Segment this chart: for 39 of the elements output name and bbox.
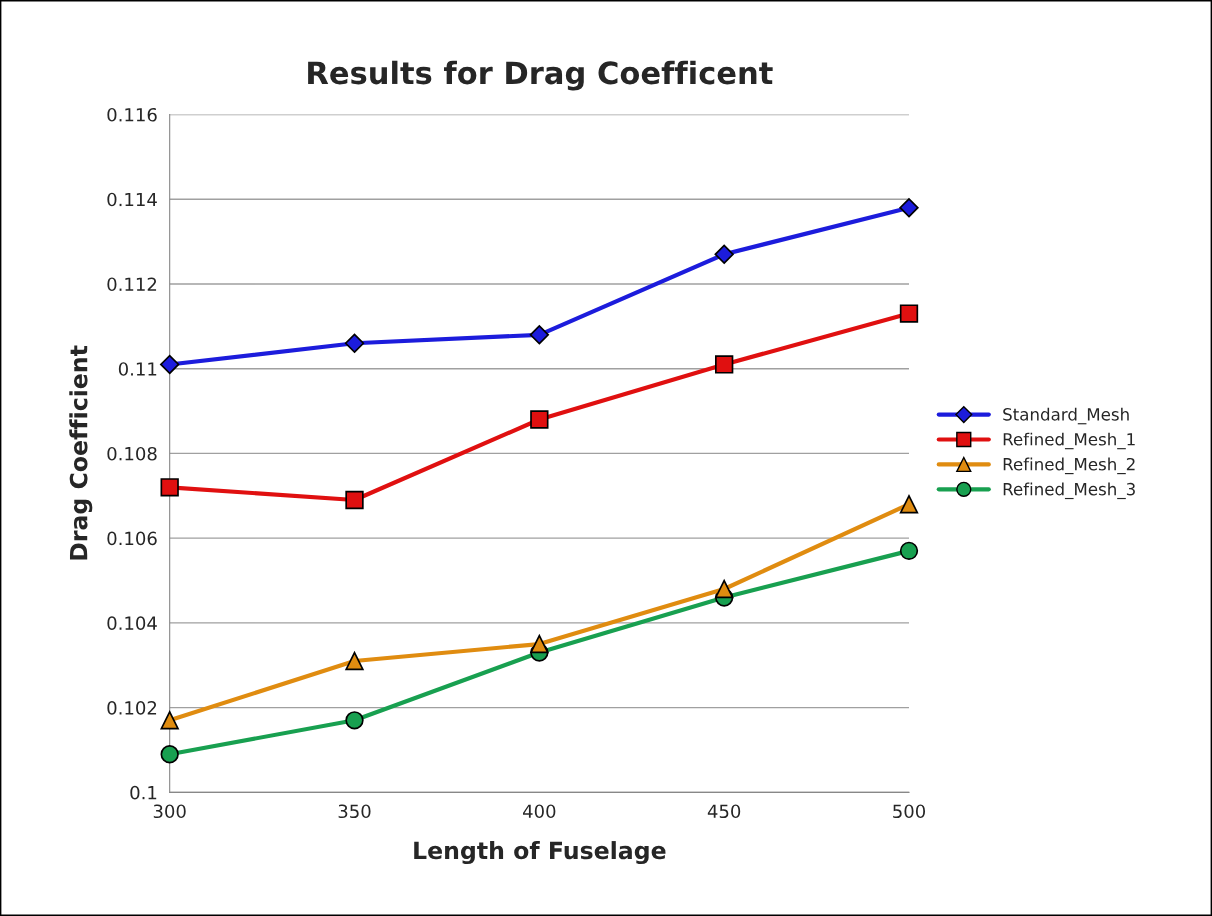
point: [160, 354, 180, 375]
legend-label: Standard_Mesh: [1003, 407, 1129, 425]
y-tick-label: 0.104: [107, 616, 157, 630]
point: [345, 651, 364, 671]
point: [160, 711, 179, 730]
point: [715, 355, 734, 374]
point: [530, 634, 549, 654]
x-tick-label: 450: [707, 804, 741, 819]
chart-title: Results for Drag Coefficent: [308, 60, 773, 91]
point: [530, 410, 549, 429]
point: [345, 711, 364, 730]
x-axis-title: Length of Fuselage: [414, 841, 666, 865]
point: [345, 490, 364, 510]
point: [899, 304, 919, 323]
x-tick-label: 500: [893, 804, 926, 819]
legend-label: Refined_Mesh_2: [1003, 457, 1135, 475]
point: [899, 495, 919, 514]
x-tick-label: 400: [522, 804, 556, 819]
point: [715, 579, 734, 599]
point: [899, 198, 919, 218]
y-axis-title: Drag Coefficient: [69, 345, 93, 560]
point: [160, 478, 179, 497]
legend-label: Refined_Mesh_3: [1003, 482, 1135, 500]
point: [899, 541, 919, 561]
x-tick-label: 350: [338, 804, 371, 819]
y-tick-label: 0.106: [107, 531, 157, 546]
point: [529, 325, 550, 345]
y-tick-label: 0.116: [107, 107, 157, 122]
y-tick-label: 0.102: [107, 701, 157, 715]
y-tick-label: 0.114: [107, 192, 157, 207]
y-tick-label: 0.1: [130, 785, 157, 800]
y-tick-label: 0.11: [118, 362, 157, 376]
point: [160, 745, 179, 764]
y-tick-label: 0.108: [107, 446, 157, 461]
y-tick-label: 0.112: [107, 277, 157, 292]
point: [714, 244, 734, 264]
point: [344, 333, 365, 353]
legend-label: Refined_Mesh_1: [1003, 432, 1135, 450]
x-tick-label: 300: [153, 804, 186, 819]
